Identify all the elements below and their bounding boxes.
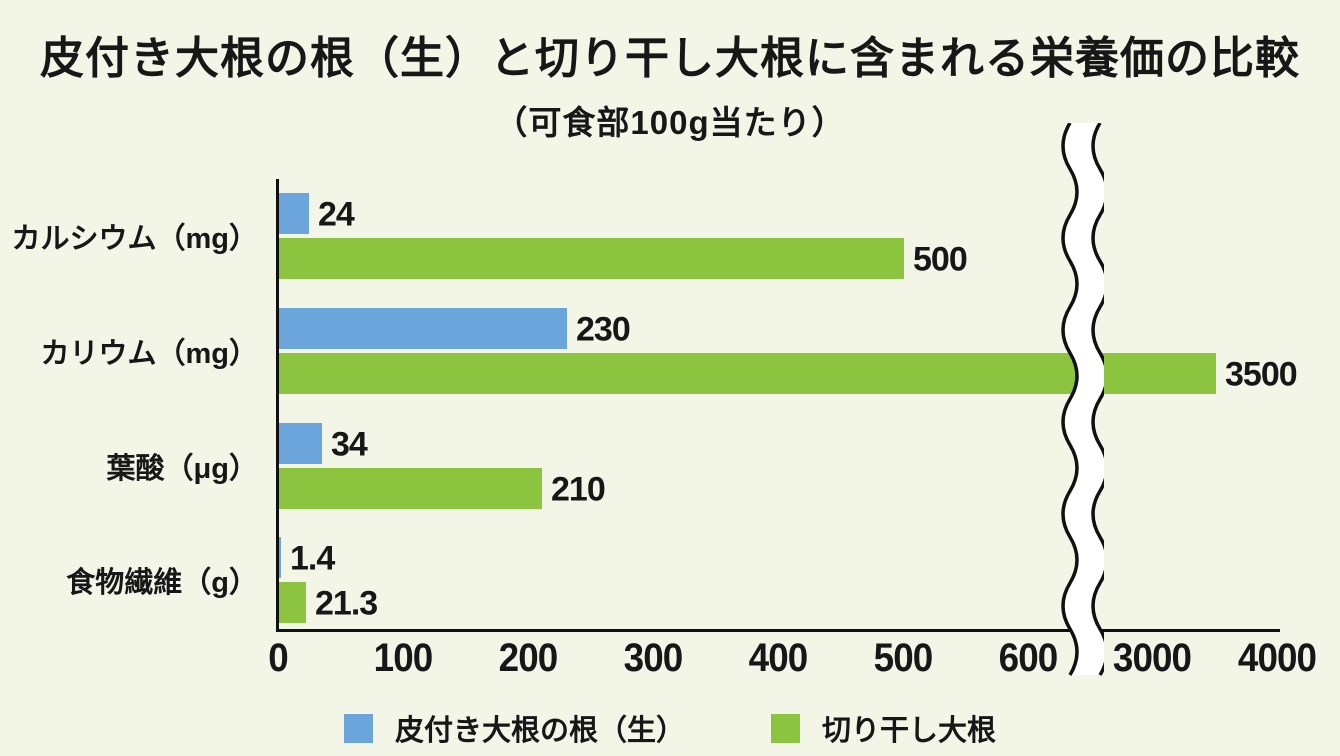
x-tick-100: 100 [373,636,434,680]
x-tick-0: 0 [268,636,288,680]
value-label-raw-daikon-folate: 34 [331,425,368,463]
x-axis-line [276,629,1280,632]
y-axis-line [276,179,279,632]
legend-item-dried-daikon: 切り干し大根 [771,707,996,749]
legend-item-raw-daikon: 皮付き大根の根（生） [343,707,685,749]
value-label-raw-daikon-fiber: 1.4 [290,539,335,577]
value-label-dried-daikon-potassium: 3500 [1225,355,1298,393]
bar-dried-daikon-folate [279,468,542,509]
x-tick-400: 400 [748,636,809,680]
bar-raw-daikon-folate [279,423,322,464]
legend-label-raw-daikon: 皮付き大根の根（生） [394,715,685,747]
value-label-raw-daikon-calcium: 24 [318,195,355,233]
legend: 皮付き大根の根（生） 切り干し大根 [0,708,1340,748]
legend-label-dried-daikon: 切り干し大根 [822,715,997,747]
value-label-dried-daikon-fiber: 21.3 [315,584,378,622]
bar-raw-daikon-potassium [279,308,567,349]
x-tick-4000: 4000 [1237,636,1317,680]
bar-dried-daikon-potassium [279,353,1216,394]
x-tick-200: 200 [498,636,559,680]
chart-title: 皮付き大根の根（生）と切り干し大根に含まれる栄養価の比較 [40,34,1300,83]
legend-swatch-dried-daikon [771,713,800,743]
category-label-calcium: カルシウム（mg） [11,223,258,255]
bar-raw-daikon-calcium [279,193,309,234]
bar-dried-daikon-fiber [279,582,306,623]
category-label-potassium: カリウム（mg） [40,338,258,370]
x-tick-600: 600 [998,636,1059,680]
x-tick-3000: 3000 [1112,636,1192,680]
plot-area: 24 500 230 3500 34 210 1.4 21.3 カルシウム（mg） カリウム（m… [11,123,1317,680]
x-tick-300: 300 [623,636,684,680]
value-label-dried-daikon-calcium: 500 [913,240,968,278]
axis-break-squiggle-icon [1061,123,1104,676]
legend-swatch-raw-daikon [343,713,373,743]
value-label-raw-daikon-potassium: 230 [576,310,631,348]
value-label-dried-daikon-folate: 210 [551,470,606,508]
bar-dried-daikon-calcium [279,238,904,279]
bar-raw-daikon-fiber [279,537,281,578]
category-label-folate: 葉酸（μg） [106,453,258,485]
x-tick-500: 500 [873,636,934,680]
chart-subtitle: （可食部100g当たり） [494,104,846,141]
category-label-fiber: 食物繊維（g） [66,567,258,599]
